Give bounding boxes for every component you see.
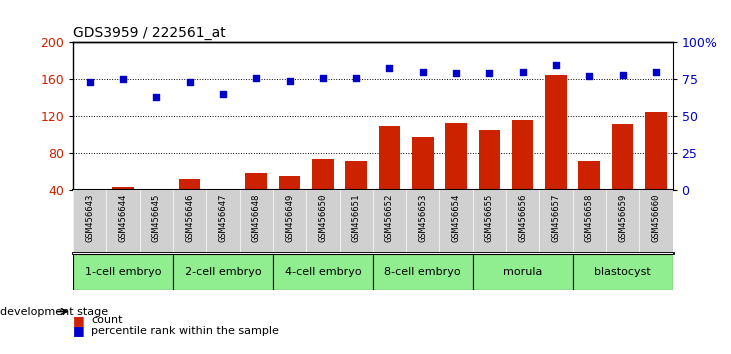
Bar <box>113 187 134 227</box>
Text: 1-cell embryo: 1-cell embryo <box>85 267 162 277</box>
Text: GSM456646: GSM456646 <box>185 193 194 242</box>
Text: morula: morula <box>503 267 542 277</box>
Text: GSM456652: GSM456652 <box>385 193 394 242</box>
Bar <box>345 161 367 227</box>
Text: GSM456651: GSM456651 <box>352 193 360 242</box>
Text: GSM456647: GSM456647 <box>219 193 227 242</box>
Text: GSM456649: GSM456649 <box>285 193 294 242</box>
Text: GSM456645: GSM456645 <box>152 193 161 242</box>
Point <box>183 80 195 85</box>
Point <box>151 94 162 100</box>
Text: GSM456655: GSM456655 <box>485 193 494 242</box>
Text: development stage: development stage <box>0 307 108 316</box>
Point <box>317 75 329 81</box>
Bar <box>412 137 433 227</box>
Point <box>117 76 129 82</box>
Bar <box>512 120 534 227</box>
Text: GSM456653: GSM456653 <box>418 193 427 242</box>
Text: GDS3959 / 222561_at: GDS3959 / 222561_at <box>73 26 226 40</box>
Bar <box>212 192 234 227</box>
Bar <box>379 126 401 227</box>
Text: GSM456654: GSM456654 <box>452 193 461 242</box>
Text: GSM456643: GSM456643 <box>86 193 94 242</box>
Bar <box>79 192 101 227</box>
Text: GSM456650: GSM456650 <box>319 193 327 242</box>
Bar <box>479 130 500 227</box>
Text: GSM456656: GSM456656 <box>518 193 527 242</box>
Bar <box>179 179 200 227</box>
Point <box>251 75 262 81</box>
Bar <box>473 254 572 290</box>
Text: GSM456648: GSM456648 <box>251 193 261 242</box>
Bar <box>73 254 173 290</box>
Point <box>417 69 428 75</box>
Text: blastocyst: blastocyst <box>594 267 651 277</box>
Bar <box>273 254 373 290</box>
Text: ■: ■ <box>73 314 85 327</box>
Text: 2-cell embryo: 2-cell embryo <box>185 267 261 277</box>
Bar <box>145 192 167 227</box>
Point <box>617 72 629 78</box>
Point <box>84 80 96 85</box>
Point <box>217 91 229 97</box>
Point <box>384 65 395 70</box>
Text: GSM456644: GSM456644 <box>118 193 127 242</box>
Text: percentile rank within the sample: percentile rank within the sample <box>91 326 279 336</box>
Bar <box>645 112 667 227</box>
Point <box>550 62 562 68</box>
Text: GSM456659: GSM456659 <box>618 193 627 242</box>
Bar <box>572 254 673 290</box>
Text: 4-cell embryo: 4-cell embryo <box>284 267 361 277</box>
Text: 8-cell embryo: 8-cell embryo <box>385 267 461 277</box>
Bar <box>545 75 567 227</box>
Point <box>483 71 495 76</box>
Bar <box>246 173 267 227</box>
Bar <box>279 176 300 227</box>
Bar <box>373 254 473 290</box>
Point <box>350 75 362 81</box>
Text: count: count <box>91 315 123 325</box>
Point <box>517 69 529 75</box>
Bar <box>173 254 273 290</box>
Text: GSM456660: GSM456660 <box>651 193 660 242</box>
Text: GSM456657: GSM456657 <box>551 193 561 242</box>
Point <box>284 78 295 84</box>
Bar <box>312 159 333 227</box>
Point <box>450 71 462 76</box>
Bar <box>578 161 600 227</box>
Point <box>583 74 595 79</box>
Bar <box>445 123 467 227</box>
Text: ■: ■ <box>73 325 85 337</box>
Text: GSM456658: GSM456658 <box>585 193 594 242</box>
Bar <box>612 124 633 227</box>
Point <box>650 69 662 75</box>
